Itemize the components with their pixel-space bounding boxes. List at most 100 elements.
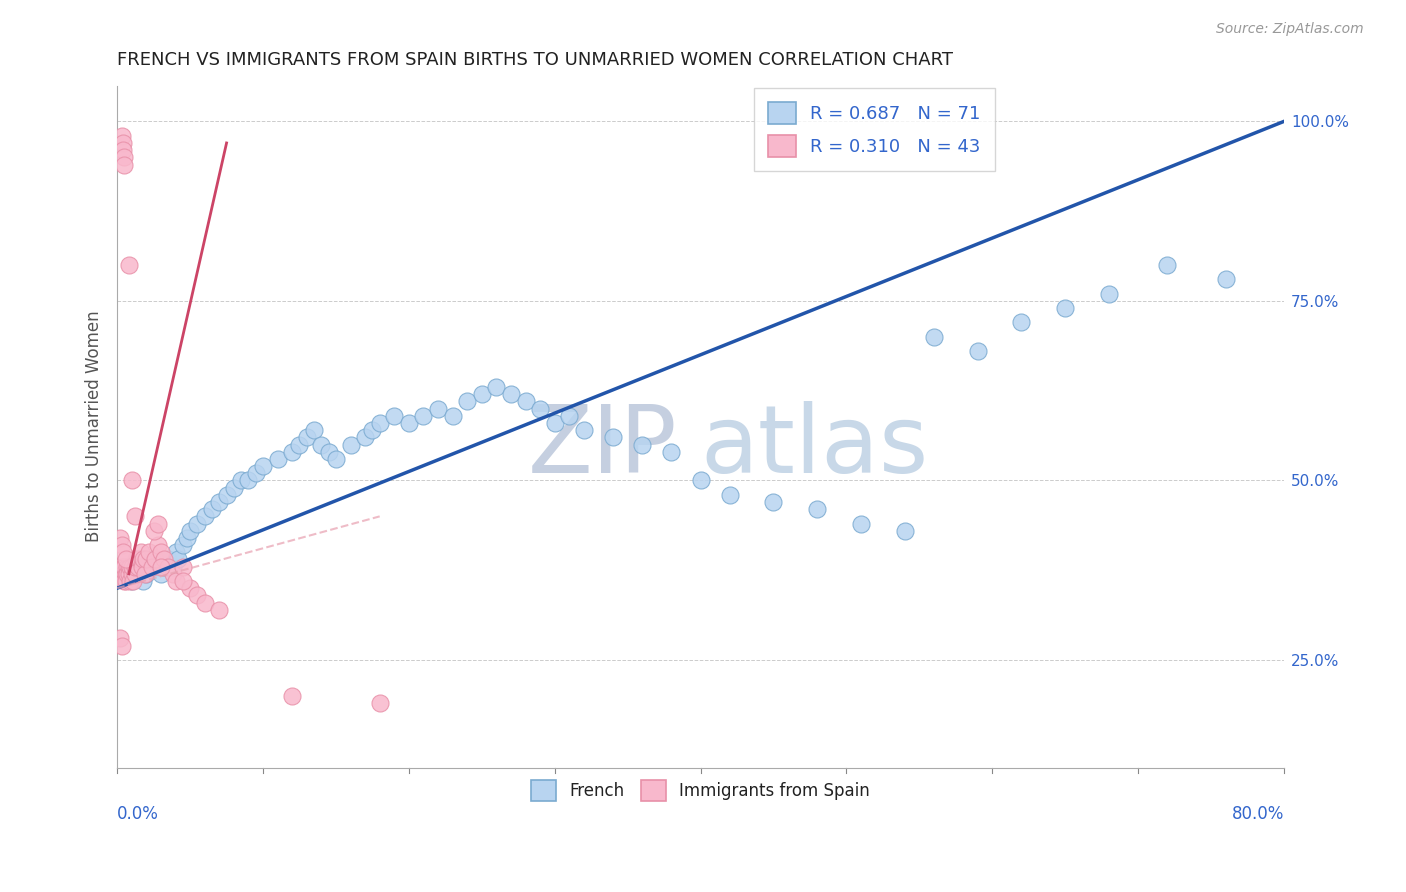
Point — [121, 474, 143, 488]
Point — [252, 459, 274, 474]
Text: 80.0%: 80.0% — [1232, 805, 1284, 823]
Point — [558, 409, 581, 423]
Point — [311, 437, 333, 451]
Point — [122, 574, 145, 588]
Point — [114, 574, 136, 588]
Point — [471, 387, 494, 401]
Point — [114, 150, 136, 164]
Point — [108, 559, 131, 574]
Point — [121, 566, 143, 581]
Point — [121, 574, 143, 588]
Point — [186, 588, 208, 602]
Point — [115, 574, 138, 588]
Point — [118, 559, 141, 574]
Point — [1156, 258, 1178, 272]
Point — [281, 689, 304, 703]
Point — [661, 444, 683, 458]
Point — [194, 595, 217, 609]
Point — [176, 531, 198, 545]
Point — [172, 559, 194, 574]
Point — [966, 344, 988, 359]
Point — [689, 474, 711, 488]
Point — [142, 524, 165, 538]
Point — [149, 545, 172, 559]
Point — [117, 559, 139, 574]
Point — [146, 559, 169, 574]
Point — [318, 444, 340, 458]
Point — [529, 401, 551, 416]
Point — [118, 566, 141, 581]
Point — [114, 559, 136, 574]
Point — [110, 128, 132, 143]
Point — [162, 566, 184, 581]
Point — [208, 603, 231, 617]
Point — [157, 559, 180, 574]
Point — [162, 559, 184, 574]
Point — [186, 516, 208, 531]
Point — [108, 531, 131, 545]
Point — [149, 566, 172, 581]
Text: 0.0%: 0.0% — [117, 805, 159, 823]
Point — [427, 401, 450, 416]
Point — [128, 559, 150, 574]
Point — [128, 552, 150, 566]
Point — [165, 574, 187, 588]
Point — [1010, 316, 1032, 330]
Point — [281, 444, 304, 458]
Point — [111, 559, 134, 574]
Point — [382, 409, 405, 423]
Point — [201, 502, 224, 516]
Point — [110, 639, 132, 653]
Point — [295, 430, 318, 444]
Point — [111, 136, 134, 150]
Point — [167, 552, 190, 566]
Point — [339, 437, 361, 451]
Point — [153, 552, 176, 566]
Y-axis label: Births to Unmarried Women: Births to Unmarried Women — [86, 310, 103, 542]
Point — [215, 488, 238, 502]
Point — [111, 143, 134, 157]
Point — [111, 566, 134, 581]
Point — [544, 416, 567, 430]
Point — [132, 574, 155, 588]
Point — [361, 423, 384, 437]
Point — [441, 409, 464, 423]
Point — [114, 157, 136, 171]
Point — [602, 430, 624, 444]
Point — [208, 495, 231, 509]
Point — [922, 330, 945, 344]
Point — [515, 394, 537, 409]
Point — [412, 409, 434, 423]
Point — [325, 451, 347, 466]
Point — [231, 474, 253, 488]
Point — [1054, 301, 1077, 315]
Point — [456, 394, 478, 409]
Point — [111, 545, 134, 559]
Point — [245, 467, 267, 481]
Point — [141, 559, 163, 574]
Point — [1098, 286, 1121, 301]
Text: atlas: atlas — [700, 401, 929, 493]
Point — [125, 552, 148, 566]
Point — [120, 559, 142, 574]
Point — [572, 423, 595, 437]
Point — [849, 516, 872, 531]
Point — [354, 430, 377, 444]
Point — [762, 495, 785, 509]
Point — [132, 552, 155, 566]
Point — [146, 516, 169, 531]
Text: ZIP: ZIP — [527, 401, 678, 493]
Point — [118, 258, 141, 272]
Point — [398, 416, 420, 430]
Point — [172, 574, 194, 588]
Point — [124, 566, 146, 581]
Point — [153, 559, 176, 574]
Point — [179, 581, 201, 595]
Legend: French, Immigrants from Spain: French, Immigrants from Spain — [517, 767, 883, 814]
Point — [288, 437, 311, 451]
Point — [131, 559, 153, 574]
Point — [806, 502, 828, 516]
Point — [108, 632, 131, 646]
Point — [631, 437, 654, 451]
Point — [146, 538, 169, 552]
